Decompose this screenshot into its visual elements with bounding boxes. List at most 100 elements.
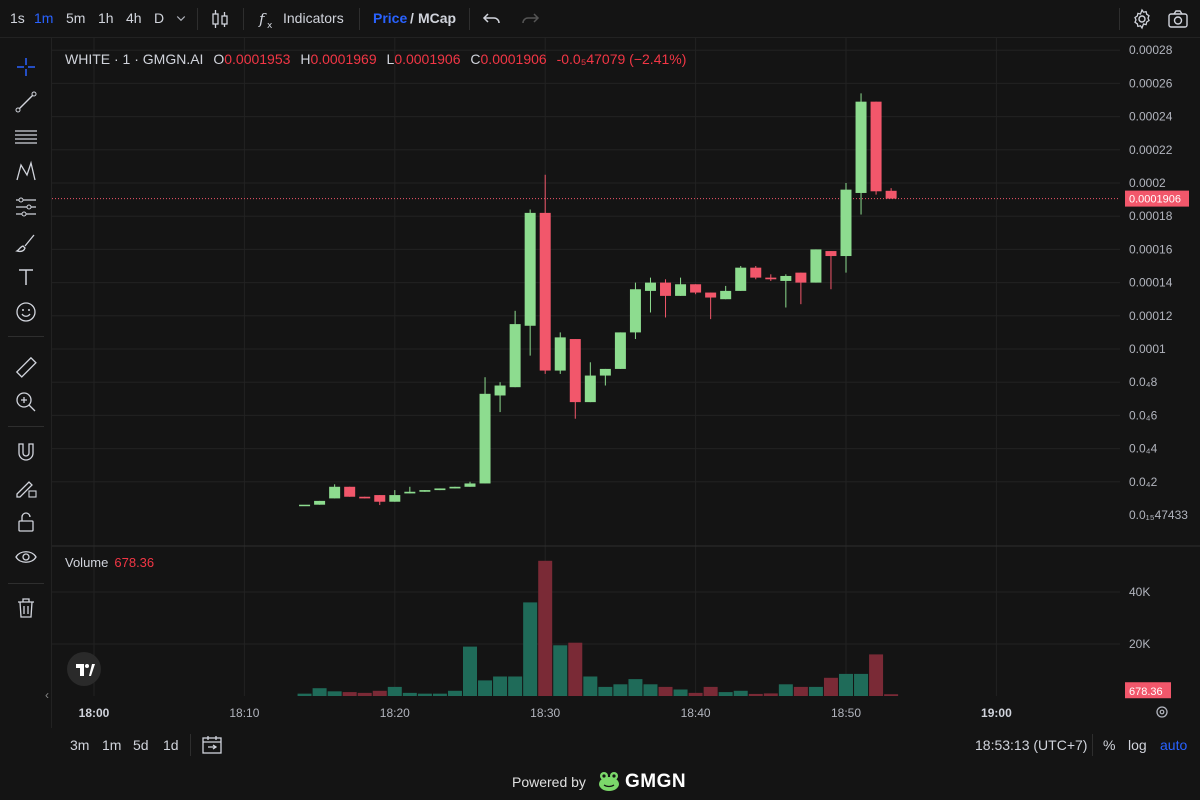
undo-icon[interactable]	[480, 7, 504, 31]
axis-settings-icon[interactable]	[1156, 706, 1168, 718]
volume-bar	[523, 602, 538, 696]
last-price-label: 0.0001906	[1129, 194, 1181, 206]
interval-5m[interactable]: 5m	[66, 10, 86, 26]
crosshair-icon[interactable]	[13, 54, 39, 80]
interval-1m[interactable]: 1m	[34, 10, 54, 26]
calendar-range-icon[interactable]	[200, 733, 224, 757]
candle-body	[825, 251, 837, 257]
unlock-icon[interactable]	[13, 509, 39, 535]
emoji-icon[interactable]	[13, 299, 39, 325]
price-toggle[interactable]: Price	[373, 10, 408, 26]
chevron-down-icon[interactable]	[172, 9, 190, 33]
candle-body	[359, 496, 371, 499]
camera-icon[interactable]	[1166, 7, 1190, 31]
zoom-in-icon[interactable]	[13, 389, 39, 415]
candle-body	[404, 491, 416, 494]
trash-icon[interactable]	[13, 595, 39, 621]
candle-body	[690, 284, 702, 293]
open-value: 0.0001953	[224, 51, 291, 67]
volume-bar	[763, 693, 778, 696]
range-5d[interactable]: 5d	[133, 737, 149, 753]
candle-body	[584, 375, 596, 403]
fib-retracement-icon[interactable]	[13, 124, 39, 150]
price-tick-label: 0.0₁₅47433	[1129, 508, 1188, 522]
chart-area[interactable]: 0.00028 0.00026 0.00024 0.00022 0.0002 0.0001…	[52, 38, 1200, 728]
volume-tick-label: 20K	[1129, 637, 1150, 651]
candle-body	[705, 292, 717, 298]
candle-body	[419, 490, 431, 492]
lock-pencil-icon[interactable]	[13, 474, 39, 500]
auto-toggle[interactable]: auto	[1160, 737, 1188, 753]
candle-body	[840, 189, 852, 257]
gmgn-frog-icon	[599, 772, 619, 791]
volume-bar	[869, 654, 884, 696]
candle-body	[870, 101, 882, 192]
candle-body	[479, 393, 491, 484]
tradingview-logo[interactable]	[67, 652, 101, 686]
drawing-toolbar	[0, 38, 52, 728]
candle-body	[344, 486, 356, 497]
settings-gear-icon[interactable]	[1130, 7, 1154, 31]
clock-timezone[interactable]: 18:53:13 (UTC+7)	[975, 737, 1088, 753]
interval-1s[interactable]: 1s	[10, 10, 25, 26]
symbol-title[interactable]: WHITE · 1 · GMGN.AI	[65, 51, 204, 67]
volume-bar	[688, 692, 703, 696]
range-1m[interactable]: 1m	[102, 737, 122, 753]
indicators-button[interactable]: Indicators	[283, 10, 344, 26]
price-tick-label: 0.00028	[1129, 43, 1173, 57]
last-volume-tag	[1125, 682, 1171, 699]
candles-icon[interactable]	[208, 7, 232, 31]
price-tick-label: 0.0001	[1129, 342, 1166, 356]
candle-body	[539, 212, 551, 371]
volume-bar	[718, 692, 733, 696]
price-chart[interactable]: 0.00028 0.00026 0.00024 0.00022 0.0002 0.0001…	[52, 38, 1200, 728]
close-label: C	[470, 51, 481, 67]
mcap-toggle[interactable]: MCap	[418, 10, 457, 26]
open-label: O	[213, 51, 225, 67]
time-tick-label: 18:40	[681, 706, 711, 720]
forecast-icon[interactable]	[13, 194, 39, 220]
scroll-left-icon[interactable]: ‹	[45, 688, 49, 702]
volume-bar	[748, 693, 763, 696]
time-tick-label: 18:50	[831, 706, 861, 720]
volume-bar	[327, 691, 342, 696]
candle-body	[509, 324, 521, 388]
volume-bar	[778, 684, 793, 696]
interval-4h[interactable]: 4h	[126, 10, 142, 26]
range-3m[interactable]: 3m	[70, 737, 90, 753]
volume-bar	[673, 689, 688, 696]
candle-body	[795, 272, 807, 283]
price-tick-label: 0.0002	[1129, 176, 1166, 190]
candle-body	[314, 500, 326, 505]
interval-d[interactable]: D	[154, 10, 165, 26]
time-tick-label: 18:00	[79, 706, 110, 720]
brush-icon[interactable]	[13, 229, 39, 255]
candle-body	[464, 483, 476, 487]
ruler-icon[interactable]	[13, 354, 39, 380]
trend-line-icon[interactable]	[13, 89, 39, 115]
price-tick-label: 0.00012	[1129, 309, 1173, 323]
percent-toggle[interactable]: %	[1103, 737, 1116, 753]
redo-icon[interactable]	[518, 7, 542, 31]
candle-body	[644, 282, 656, 291]
interval-1h[interactable]: 1h	[98, 10, 114, 26]
log-toggle[interactable]: log	[1128, 737, 1147, 753]
volume-bar	[508, 676, 523, 696]
eye-icon[interactable]	[13, 544, 39, 570]
volume-value: 678.36	[114, 555, 155, 570]
volume-bar	[808, 686, 823, 696]
candle-body	[780, 275, 792, 281]
change-value: -0.0₅47079 (−2.41%)	[556, 51, 687, 67]
volume-bar	[643, 684, 658, 696]
range-1d[interactable]: 1d	[163, 737, 179, 753]
candle-body	[675, 284, 687, 296]
text-tool-icon[interactable]	[13, 264, 39, 290]
volume-bar	[839, 673, 853, 696]
volume-bar	[628, 679, 643, 696]
magnet-icon[interactable]	[13, 439, 39, 465]
volume-bar	[583, 676, 598, 696]
pattern-icon[interactable]	[13, 159, 39, 185]
candle-body	[810, 249, 822, 283]
candle-body	[599, 368, 611, 376]
